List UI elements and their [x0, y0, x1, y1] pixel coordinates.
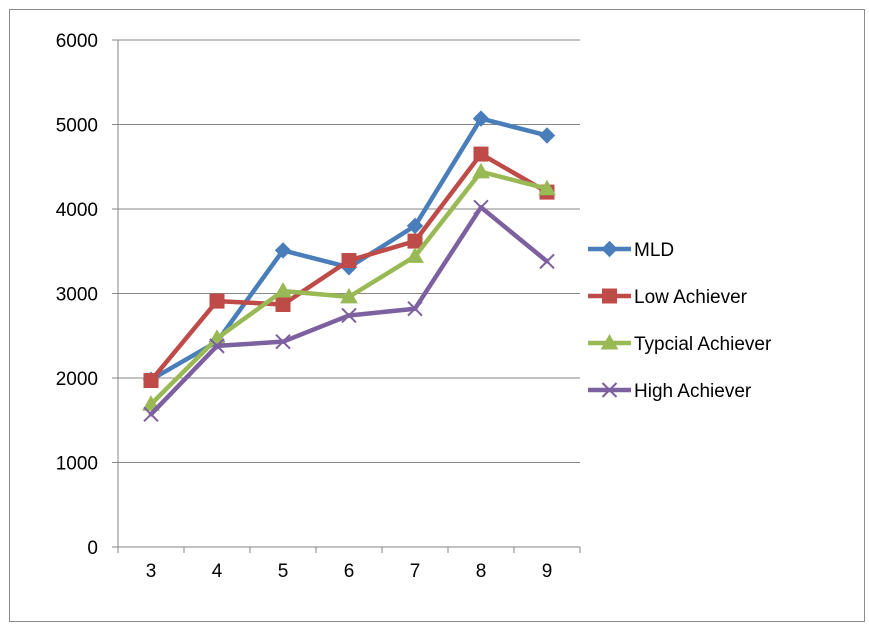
legend: MLD Low Achiever Typcial Achiever High Achi… — [588, 240, 772, 402]
data-point — [143, 406, 159, 423]
data-point — [275, 296, 291, 312]
x-tick-label: 4 — [212, 561, 223, 582]
data-point — [142, 395, 160, 411]
x-tick-label: 5 — [278, 561, 289, 582]
data-point — [407, 301, 423, 317]
legend-marker — [601, 240, 618, 258]
data-point — [209, 338, 225, 354]
y-tick-label: 0 — [87, 538, 98, 559]
y-tick-label: 1000 — [56, 454, 98, 475]
legend-entry: High Achiever — [588, 381, 752, 402]
legend-entry: Low Achiever — [588, 287, 748, 308]
data-point — [407, 233, 423, 249]
data-point — [406, 247, 424, 263]
data-point — [473, 199, 489, 216]
data-point — [472, 110, 490, 127]
series-high-achiever — [143, 199, 555, 423]
data-point — [275, 333, 291, 350]
axes: 0 1000 2000 3000 4000 5000 6000 3 4 5 6 7 8 9 — [56, 31, 581, 582]
legend-entry: Typcial Achiever — [588, 333, 772, 355]
x-tick-label: 8 — [476, 561, 487, 582]
data-point — [538, 127, 556, 144]
data-point — [472, 162, 490, 179]
gridlines — [118, 39, 580, 463]
data-point — [539, 253, 555, 270]
data-point — [473, 146, 489, 162]
y-tick-label: 4000 — [56, 200, 98, 221]
legend-marker — [601, 382, 618, 398]
series-mld — [142, 110, 556, 388]
y-tick-label: 6000 — [56, 31, 98, 52]
chart-frame — [9, 9, 865, 622]
data-point — [274, 242, 292, 259]
legend-label: Low Achiever — [634, 287, 748, 308]
data-point — [340, 287, 358, 304]
x-tick-label: 3 — [146, 561, 157, 582]
series-typcial-achiever — [142, 162, 556, 411]
x-tick-label: 7 — [410, 561, 421, 582]
legend-label: MLD — [634, 240, 674, 261]
legend-label: High Achiever — [634, 381, 752, 402]
y-tick-label: 2000 — [56, 369, 98, 390]
series-lines — [142, 110, 556, 423]
data-point — [143, 373, 159, 389]
data-point — [341, 307, 357, 324]
legend-marker — [600, 333, 619, 350]
x-tick-label: 6 — [344, 561, 355, 582]
x-tick-label: 9 — [542, 561, 553, 582]
y-tick-label: 3000 — [56, 285, 98, 306]
data-point — [274, 281, 292, 298]
legend-entry: MLD — [588, 240, 674, 261]
data-point — [538, 179, 556, 196]
y-tick-label: 5000 — [56, 116, 98, 137]
data-point — [406, 217, 424, 235]
data-point — [341, 253, 357, 269]
legend-marker — [602, 288, 617, 304]
legend-label: Typcial Achiever — [634, 334, 772, 355]
data-point — [209, 293, 225, 309]
